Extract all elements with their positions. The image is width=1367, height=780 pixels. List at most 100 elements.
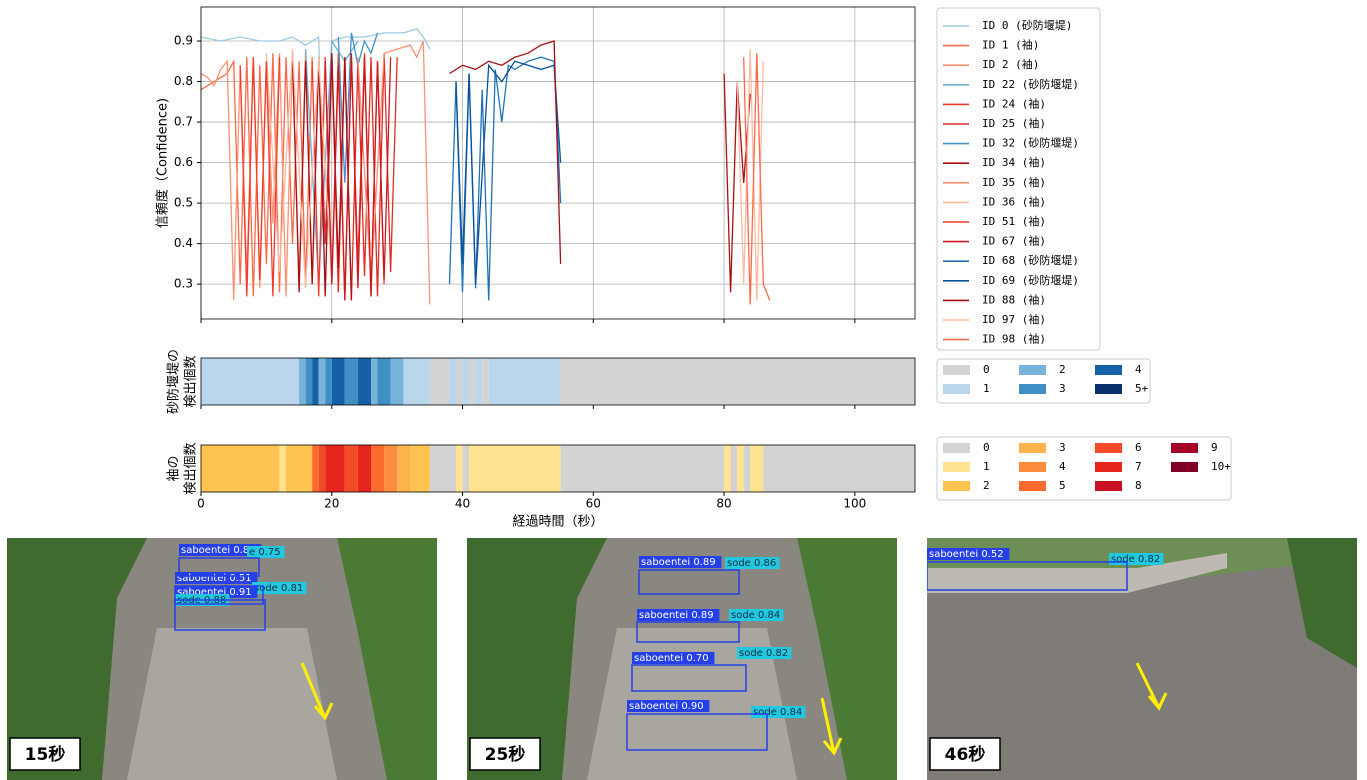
legend-label: 4 xyxy=(1135,363,1142,376)
legend-label: ID 25 (袖) xyxy=(982,116,1046,130)
count-segment xyxy=(430,358,450,405)
legend-swatch xyxy=(1095,462,1122,472)
legend-label: 8 xyxy=(1135,479,1142,492)
count-segment xyxy=(463,358,470,405)
legend-label: ID 34 (袖) xyxy=(982,155,1046,169)
y-axis-label: 袖の xyxy=(167,455,182,481)
count-segment xyxy=(430,445,456,492)
count-segment xyxy=(410,445,430,492)
legend-label: 6 xyxy=(1135,441,1142,454)
legend-label: 5 xyxy=(1059,479,1066,492)
count-segment xyxy=(371,445,384,492)
detection-label: saboentei 0.51 xyxy=(177,573,252,584)
y-tick-label: 0.4 xyxy=(174,236,193,250)
legend-label: 7 xyxy=(1135,460,1142,473)
detection-label: sode 0.84 xyxy=(731,610,780,621)
x-tick-label: 20 xyxy=(324,497,339,511)
series-line xyxy=(456,61,561,284)
y-tick-label: 0.5 xyxy=(174,196,193,210)
detection-label: saboentei 0.52 xyxy=(929,549,1004,560)
count-segment xyxy=(449,358,456,405)
count-segment xyxy=(325,445,345,492)
legend-label: ID 97 (袖) xyxy=(982,312,1046,326)
count-segment xyxy=(489,358,561,405)
caption: 15秒 xyxy=(25,744,66,765)
count-segment xyxy=(319,358,326,405)
count-segment xyxy=(345,358,358,405)
count-segment xyxy=(325,358,332,405)
count-segment xyxy=(391,358,404,405)
series-line xyxy=(737,49,763,300)
legend-label: 1 xyxy=(983,382,990,395)
count-segment xyxy=(384,445,397,492)
legend-swatch xyxy=(1019,462,1046,472)
photo: saboentei 0.86e 0.75 saboentei 0.51sode 0… xyxy=(7,538,437,780)
y-axis-label: 検出個数 xyxy=(184,442,199,494)
detection-label: sode 0.81 xyxy=(254,583,303,594)
legend-swatch xyxy=(1095,443,1122,453)
x-tick-label: 80 xyxy=(716,497,731,511)
detection-label: sode 0.84 xyxy=(753,707,802,718)
caption: 25秒 xyxy=(485,744,526,765)
legend-label: 4 xyxy=(1059,460,1066,473)
count-segment xyxy=(358,445,371,492)
y-axis-label: 砂防堰堤の xyxy=(166,349,182,414)
count-segment xyxy=(561,445,724,492)
series-line xyxy=(338,33,377,183)
detection-label: saboentei 0.70 xyxy=(634,653,709,664)
legend-label: 10+ xyxy=(1211,460,1231,473)
caption: 46秒 xyxy=(945,744,986,765)
legend-label: 2 xyxy=(983,479,990,492)
legend-label: 2 xyxy=(1059,363,1066,376)
count-segment xyxy=(371,358,378,405)
legend-label: 3 xyxy=(1059,441,1066,454)
y-axis-label: 信頼度（Confidence) xyxy=(155,98,171,228)
legend-swatch xyxy=(1171,443,1198,453)
legend-label: 1 xyxy=(983,460,990,473)
count-segment xyxy=(312,445,319,492)
count-segment xyxy=(345,445,358,492)
legend-label: 0 xyxy=(983,363,990,376)
legend-swatch xyxy=(943,384,970,394)
legend-swatch xyxy=(1171,462,1198,472)
count-segment xyxy=(750,445,763,492)
x-tick-label: 40 xyxy=(455,497,470,511)
x-tick-label: 0 xyxy=(197,497,205,511)
legend-label: ID 36 (袖) xyxy=(982,194,1046,208)
riverbed xyxy=(127,628,337,780)
legend-swatch xyxy=(1019,365,1046,375)
x-axis-label: 経過時間（秒） xyxy=(512,515,603,530)
detection-label: sode 0.86 xyxy=(727,558,776,569)
legend-label: ID 88 (袖) xyxy=(982,292,1046,306)
detection-label: saboentei 0.89 xyxy=(639,610,714,621)
count-segment xyxy=(763,445,915,492)
legend-label: ID 69 (砂防堰堤) xyxy=(982,273,1079,287)
legend-swatch xyxy=(1019,384,1046,394)
count-segment xyxy=(744,445,751,492)
legend-swatch xyxy=(1019,481,1046,491)
count-segment xyxy=(482,358,489,405)
legend-label: 0 xyxy=(983,441,990,454)
y-tick-label: 0.9 xyxy=(174,34,193,48)
count-segment xyxy=(404,358,430,405)
count-segment xyxy=(561,358,915,405)
y-tick-label: 0.7 xyxy=(174,115,193,129)
x-tick-label: 100 xyxy=(843,497,866,511)
count-segment xyxy=(299,358,306,405)
count-segment xyxy=(378,358,391,405)
legend-swatch xyxy=(1019,443,1046,453)
legend-label: ID 0 (砂防堰堤) xyxy=(982,18,1072,32)
legend-label: ID 1 (袖) xyxy=(982,38,1039,52)
legend-label: ID 68 (砂防堰堤) xyxy=(982,253,1079,267)
legend-swatch xyxy=(943,443,970,453)
count-segment xyxy=(724,445,731,492)
detection-label: saboentei 0.86 xyxy=(181,545,256,556)
count-segment xyxy=(463,445,470,492)
y-tick-label: 0.3 xyxy=(174,277,193,291)
detection-label: saboentei 0.89 xyxy=(641,557,716,568)
detection-label: e 0.75 xyxy=(249,547,281,558)
series-line xyxy=(450,57,561,300)
legend-label: ID 51 (袖) xyxy=(982,214,1046,228)
